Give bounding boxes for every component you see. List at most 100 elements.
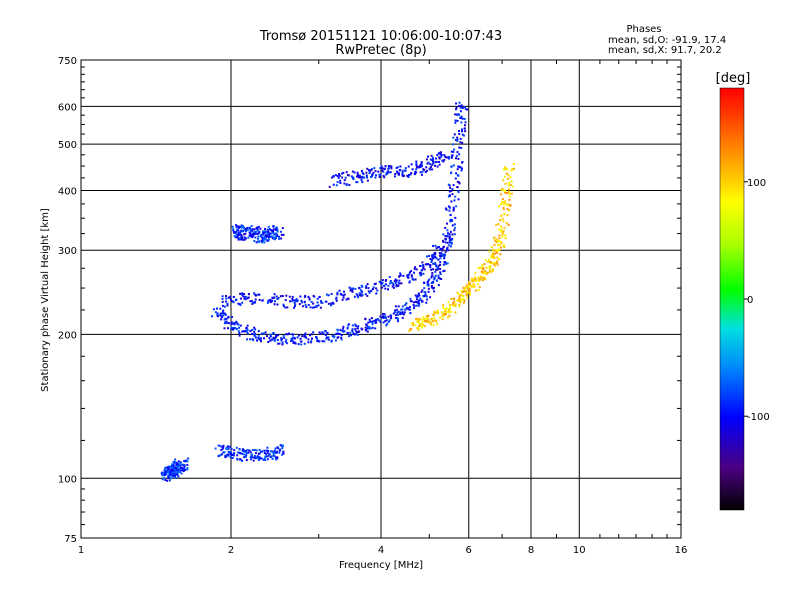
data-point [421,170,424,173]
data-point [460,104,463,107]
data-point [171,463,174,466]
data-point [186,468,189,471]
data-point [273,337,276,340]
chart-subtitle: RwPretec (8p) [335,43,426,58]
data-point [368,318,371,321]
data-point [406,174,409,177]
data-point [227,448,230,450]
data-point [216,313,219,316]
data-point [311,337,313,340]
data-point [263,452,266,454]
data-point [242,295,245,298]
data-point [269,236,272,239]
data-point [348,335,351,338]
data-point [283,336,286,339]
data-point [273,233,276,236]
data-point [501,200,503,203]
data-point [249,300,252,303]
data-point [240,230,243,233]
data-point [442,160,445,163]
data-point [506,168,509,171]
data-point [222,444,225,447]
data-point [250,458,252,461]
data-point [251,302,254,305]
data-point [498,258,500,261]
data-point [450,200,453,203]
data-point [434,244,437,247]
data-point [502,208,505,211]
data-point [263,236,265,239]
data-point [278,342,281,345]
data-point [237,323,240,326]
data-point [509,204,512,207]
data-point [238,334,241,337]
data-point [353,171,356,174]
data-point [361,328,364,331]
data-point [335,297,338,300]
data-point [501,236,504,238]
data-point [281,227,284,230]
data-point [505,222,508,225]
data-point [354,323,357,326]
data-point [439,263,442,266]
data-point [269,333,272,336]
data-point [482,271,485,274]
data-point [452,208,455,211]
data-point [478,266,481,269]
data-point [457,113,460,116]
data-point [405,306,408,309]
data-point [398,279,401,282]
data-point [431,163,434,166]
data-point [455,157,457,160]
data-point [397,284,400,287]
data-point [256,455,259,458]
data-point [330,339,333,342]
data-point [250,234,252,237]
data-point [167,468,170,471]
data-point [457,293,460,296]
data-point [273,293,276,296]
data-point [360,289,362,292]
data-point [440,278,443,280]
data-point [332,175,335,177]
data-point [513,167,515,170]
data-point [239,458,241,461]
data-point [417,292,420,295]
data-point [276,446,279,449]
data-point [173,462,176,465]
data-point [510,169,513,172]
data-point [384,320,387,323]
data-point [383,168,386,171]
data-point [508,198,511,201]
data-point [410,322,413,325]
data-point [392,312,395,315]
data-point [423,317,426,320]
data-point [450,154,453,157]
data-point [470,285,473,288]
data-point [382,321,385,324]
data-point [441,249,443,252]
colorbar-tick-label: 0 [747,295,753,306]
data-point [368,327,371,330]
data-point [249,338,252,341]
data-point [465,292,468,295]
data-point [252,233,255,236]
data-point [463,287,466,289]
data-point [257,334,260,337]
data-point [229,445,232,448]
data-point [458,130,460,133]
data-point [167,474,170,477]
colorbar-tick-label: -100 [747,412,770,423]
data-point [453,300,456,303]
data-point [469,293,472,296]
data-point [247,451,250,454]
data-point [271,458,274,460]
data-point [164,469,167,472]
data-point [170,468,173,471]
data-point [304,304,307,307]
data-point [367,321,370,324]
data-point [437,284,440,287]
data-point [262,232,265,234]
data-point [379,167,382,170]
data-point [170,477,173,480]
